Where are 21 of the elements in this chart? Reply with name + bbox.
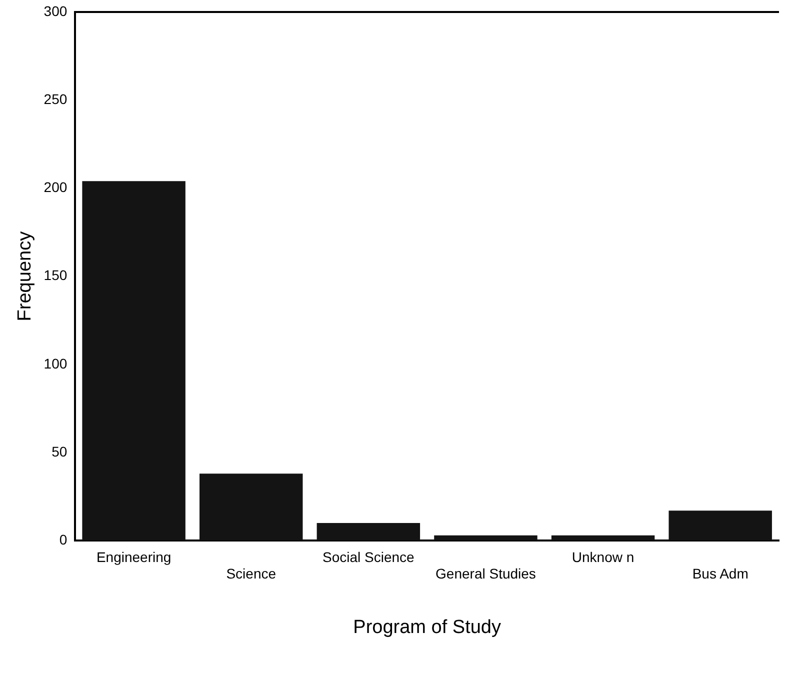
x-tick-label: Unknow n xyxy=(572,548,634,565)
x-tick-label: Bus Adm xyxy=(692,566,748,582)
x-tick-label: Social Science xyxy=(322,548,415,565)
bar xyxy=(200,474,303,541)
bar xyxy=(434,535,538,541)
x-axis-title: Program of Study xyxy=(353,616,502,638)
bar xyxy=(668,510,772,541)
y-tick-label: 100 xyxy=(44,355,68,372)
bar xyxy=(316,522,420,541)
y-tick-label: 150 xyxy=(44,267,68,284)
y-tick-label: 250 xyxy=(44,90,68,107)
x-tick-label: Engineering xyxy=(96,548,172,565)
y-tick-label: 300 xyxy=(44,2,68,19)
y-tick-label: 200 xyxy=(44,179,68,196)
bar xyxy=(551,535,655,541)
y-axis-title: Frequency xyxy=(14,230,36,322)
x-tick-label: General Studies xyxy=(436,566,536,582)
y-tick-label: 0 xyxy=(59,531,68,548)
x-tick-label: Science xyxy=(226,566,276,582)
bar xyxy=(82,181,186,541)
y-tick-label: 50 xyxy=(52,443,68,460)
